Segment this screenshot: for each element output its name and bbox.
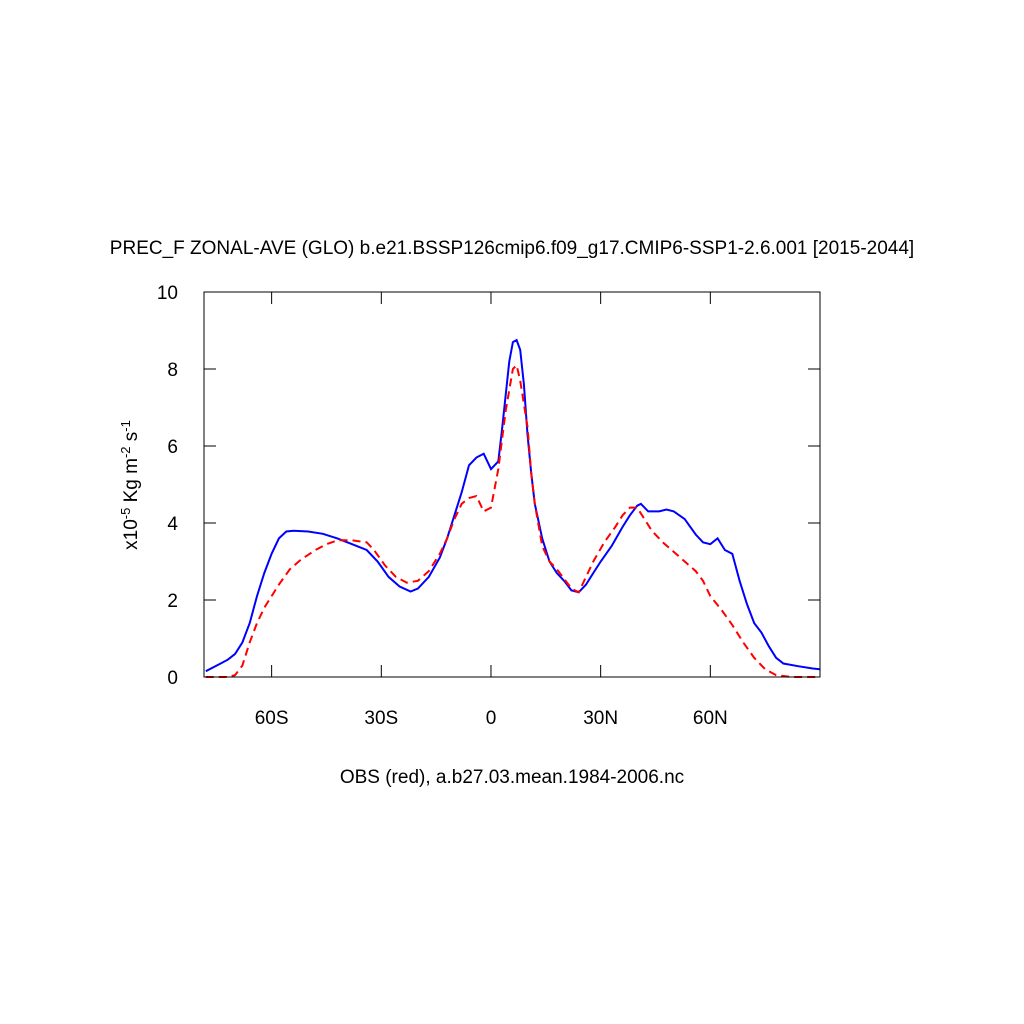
y-tick-label: 8 [167, 360, 178, 381]
y-label-superscript: -2 [118, 446, 133, 458]
y-tick-label: 2 [167, 591, 178, 612]
x-tick-label: 0 [486, 708, 497, 729]
y-label-superscript: -5 [118, 508, 133, 520]
y-axis-label: x10-5 Kg m-2 s-1 [118, 420, 143, 550]
y-label-part: s [121, 432, 142, 447]
chart-title: PREC_F ZONAL-AVE (GLO) b.e21.BSSP126cmip… [110, 238, 914, 259]
x-tick-label: 60N [693, 708, 728, 729]
y-label-part: x10 [121, 519, 142, 550]
x-tick-label: 60S [255, 708, 289, 729]
series-line [205, 363, 820, 678]
y-tick-label: 0 [167, 668, 178, 689]
x-tick-label: 30N [583, 708, 618, 729]
x-axis-label: OBS (red), a.b27.03.mean.1984-2006.nc [340, 767, 684, 788]
series-line [205, 338, 821, 673]
y-tick-label: 4 [167, 514, 178, 535]
y-label-superscript: -1 [118, 420, 133, 432]
y-label-part: Kg m [121, 458, 142, 508]
y-tick-label: 10 [157, 283, 178, 304]
x-tick-label: 30S [364, 708, 398, 729]
y-tick-label: 6 [167, 437, 178, 458]
plot-frame [203, 291, 821, 678]
